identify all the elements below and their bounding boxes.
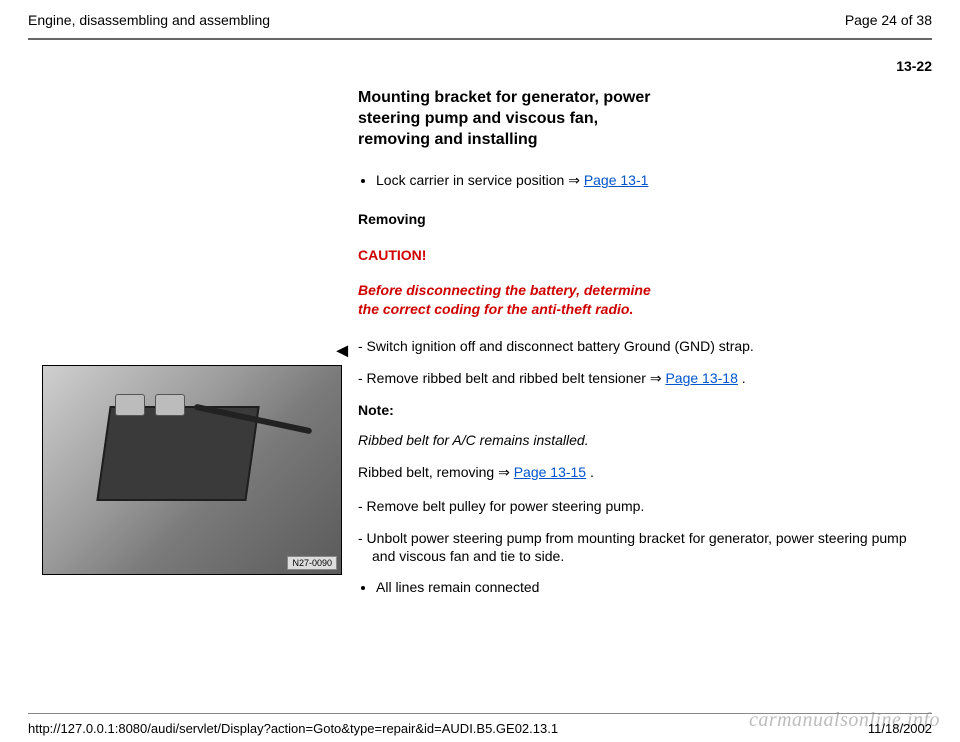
footer: http://127.0.0.1:8080/audi/servlet/Displ… [0, 717, 960, 736]
step-list-2: - Remove belt pulley for power steering … [358, 497, 932, 566]
link-page-13-15[interactable]: Page 13-15 [514, 464, 586, 480]
header-bar: Engine, disassembling and assembling Pag… [28, 12, 932, 28]
step-3: - Remove belt pulley for power steering … [358, 497, 932, 515]
rb-text: Ribbed belt, removing [358, 464, 498, 480]
caution-line-1: Before disconnecting the battery, determ… [358, 282, 651, 298]
section-number: 13-22 [28, 58, 932, 74]
caution-heading: CAUTION! [358, 247, 878, 263]
pointer-icon: ◄ [28, 341, 358, 361]
note-heading: Note: [358, 402, 932, 418]
header-rule [28, 38, 932, 40]
note-body: Ribbed belt for A/C remains installed. [358, 432, 932, 448]
figure-tag: N27-0090 [287, 556, 337, 570]
figure-column: ◄ N27-0090 [28, 337, 358, 595]
step-4: - Unbolt power steering pump from mounti… [358, 529, 932, 565]
intro-block: Mounting bracket for generator, power st… [358, 88, 878, 319]
step-2-text: - Remove ribbed belt and ribbed belt ten… [358, 370, 650, 386]
footer-url: http://127.0.0.1:8080/audi/servlet/Displ… [28, 721, 558, 736]
title-line-1: Mounting bracket for generator, power [358, 89, 650, 106]
arrow-icon: ⇒ [650, 370, 662, 386]
caution-line-2: the correct coding for the anti-theft ra… [358, 301, 633, 317]
sub-bullet-item: All lines remain connected [376, 579, 932, 595]
battery-shape [96, 406, 259, 501]
step-1: - Switch ignition off and disconnect bat… [358, 337, 932, 355]
footer-rule [28, 713, 932, 714]
arrow-icon: ⇒ [498, 464, 510, 480]
caution-body: Before disconnecting the battery, determ… [358, 281, 878, 319]
link-page-13-1[interactable]: Page 13-1 [584, 172, 649, 188]
battery-cap-1 [115, 394, 145, 416]
step-2-post: . [738, 370, 746, 386]
page: Engine, disassembling and assembling Pag… [0, 0, 960, 742]
figure-photo: N27-0090 [42, 365, 342, 575]
steps-column: - Switch ignition off and disconnect bat… [358, 337, 932, 595]
battery-cap-2 [155, 394, 185, 416]
page-title: Mounting bracket for generator, power st… [358, 88, 878, 150]
removing-heading: Removing [358, 211, 878, 227]
footer-row: http://127.0.0.1:8080/audi/servlet/Displ… [28, 721, 932, 736]
prereq-text: Lock carrier in service position [376, 172, 568, 188]
lower-block: ◄ N27-0090 - Switch ignition off and dis… [28, 337, 932, 595]
header-title: Engine, disassembling and assembling [28, 12, 270, 28]
rb-post: . [586, 464, 594, 480]
footer-date: 11/18/2002 [868, 721, 932, 736]
ribbed-belt-line: Ribbed belt, removing ⇒ Page 13-15 . [358, 464, 932, 481]
step-list-1: - Switch ignition off and disconnect bat… [358, 337, 932, 387]
step-2: - Remove ribbed belt and ribbed belt ten… [358, 369, 932, 387]
prereq-list: Lock carrier in service position ⇒ Page … [358, 172, 878, 189]
page-number: Page 24 of 38 [845, 12, 932, 28]
sub-bullet-list: All lines remain connected [376, 579, 932, 595]
prereq-item: Lock carrier in service position ⇒ Page … [376, 172, 878, 189]
arrow-icon: ⇒ [568, 172, 580, 188]
title-line-2: steering pump and viscous fan, [358, 110, 598, 127]
link-page-13-18[interactable]: Page 13-18 [665, 370, 737, 386]
title-line-3: removing and installing [358, 131, 538, 148]
